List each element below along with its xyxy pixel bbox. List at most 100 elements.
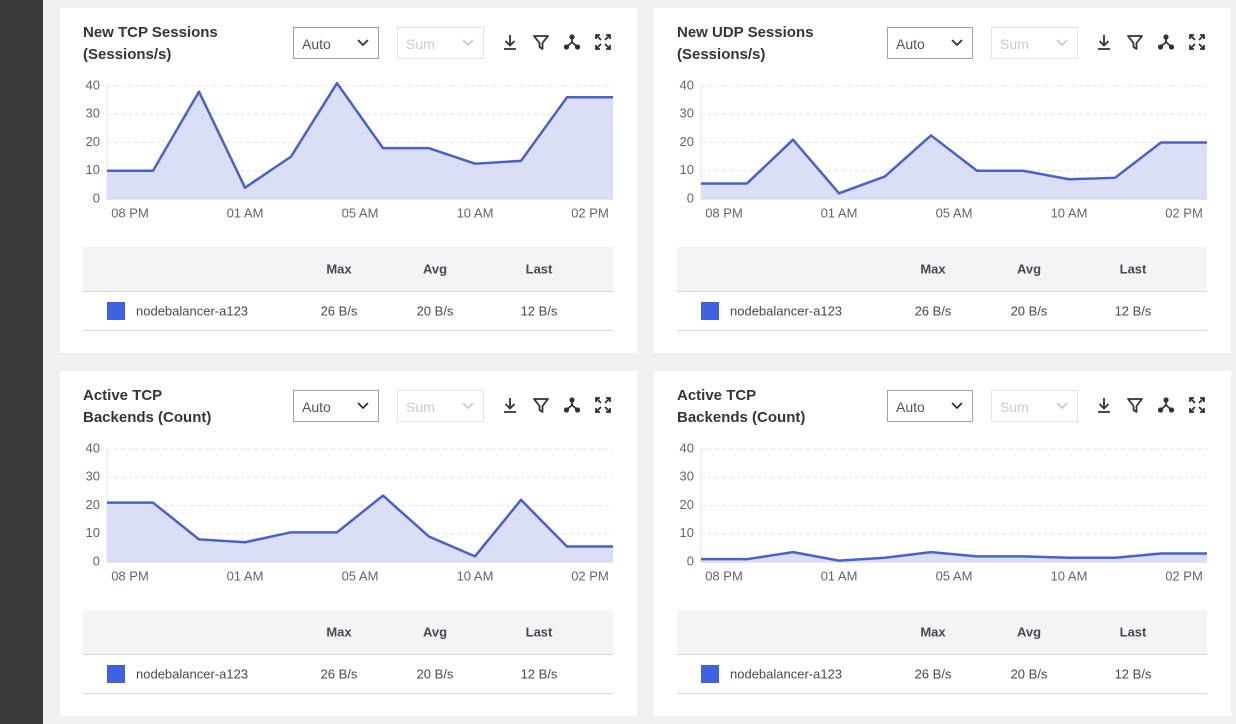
dropdown-value: Sum	[1000, 399, 1029, 415]
column-header: Avg	[1016, 624, 1042, 640]
chart-title: Active TCP Backends (Count)	[83, 387, 212, 426]
x-tick-label: 02 PM	[571, 568, 609, 583]
y-tick-label: 30	[86, 469, 100, 484]
table-cell: 26 B/s	[914, 666, 952, 682]
interval-dropdown[interactable]: Auto	[293, 27, 379, 59]
legend-table: Max Avg Last nodebalancer-a123 26 B/s 20 B/s 1…	[677, 610, 1207, 694]
aggregate-dropdown[interactable]: Sum	[991, 390, 1078, 422]
y-tick-label: 10	[680, 162, 694, 177]
column-header: Last	[1119, 261, 1147, 277]
x-tick-label: 05 AM	[936, 568, 973, 583]
table-row[interactable]: nodebalancer-a123 26 B/s 20 B/s 12 B/s	[83, 655, 613, 694]
legend-table: Max Avg Last nodebalancer-a123 26 B/s 20 B/s 1…	[83, 610, 613, 694]
group-icon[interactable]	[563, 33, 581, 51]
panel: 0 10 20 30 40 08 PM 01 AM 05 AM 10 AM 02 PM New TC…	[60, 8, 637, 353]
y-tick-label: 20	[86, 497, 100, 512]
legend-swatch	[107, 302, 125, 320]
legend-table: Max Avg Last nodebalancer-a123 26 B/s 20 B/s 1…	[83, 247, 613, 331]
x-tick-label: 10 AM	[457, 205, 494, 220]
x-tick-label: 10 AM	[457, 568, 494, 583]
table-header: Max Avg Last	[83, 247, 613, 292]
group-icon[interactable]	[1157, 33, 1175, 51]
expand-icon[interactable]	[594, 396, 612, 414]
download-icon[interactable]	[1095, 396, 1113, 414]
y-tick-label: 30	[680, 106, 694, 121]
dropdown-value: Auto	[302, 36, 331, 52]
y-tick-label: 10	[86, 162, 100, 177]
interval-dropdown[interactable]: Auto	[887, 27, 973, 59]
table-cell: 26 B/s	[914, 303, 952, 319]
table-cell: 26 B/s	[320, 303, 358, 319]
table-cell: 20 B/s	[1010, 303, 1048, 319]
filter-icon[interactable]	[1126, 396, 1144, 414]
legend-swatch	[701, 302, 719, 320]
panel: 0 10 20 30 40 08 PM 01 AM 05 AM 10 AM 02 PM New UD…	[654, 8, 1231, 353]
dropdown-value: Auto	[896, 399, 925, 415]
download-icon[interactable]	[501, 396, 519, 414]
expand-icon[interactable]	[1188, 33, 1206, 51]
table-cell: 12 B/s	[1114, 666, 1152, 682]
dropdown-value: Sum	[406, 36, 435, 52]
area	[107, 83, 613, 199]
download-icon[interactable]	[501, 33, 519, 51]
expand-icon[interactable]	[594, 33, 612, 51]
legend-swatch	[107, 665, 125, 683]
table-row[interactable]: nodebalancer-a123 26 B/s 20 B/s 12 B/s	[83, 292, 613, 331]
filter-icon[interactable]	[1126, 33, 1144, 51]
column-header: Last	[1119, 624, 1147, 640]
y-tick-label: 30	[680, 469, 694, 484]
table-header: Max Avg Last	[83, 610, 613, 655]
aggregate-dropdown[interactable]: Sum	[991, 27, 1078, 59]
table-row[interactable]: nodebalancer-a123 26 B/s 20 B/s 12 B/s	[677, 292, 1207, 331]
x-tick-label: 05 AM	[936, 205, 973, 220]
y-tick-label: 10	[680, 525, 694, 540]
table-header: Max Avg Last	[677, 610, 1207, 655]
aggregate-dropdown[interactable]: Sum	[397, 27, 484, 59]
y-tick-label: 20	[680, 497, 694, 512]
chart-title: Active TCP Backends (Count)	[677, 387, 806, 426]
x-tick-label: 01 AM	[821, 205, 858, 220]
table-cell: 12 B/s	[520, 303, 558, 319]
y-tick-label: 20	[680, 134, 694, 149]
series-name: nodebalancer-a123	[730, 303, 843, 319]
chart: 0 10 20 30 40 08 PM 01 AM 05 AM 10 AM 02 PM	[680, 440, 1207, 583]
column-header: Avg	[422, 624, 448, 640]
column-header: Last	[525, 261, 553, 277]
dropdown-value: Sum	[1000, 36, 1029, 52]
x-tick-label: 08 PM	[111, 205, 149, 220]
table-cell: 26 B/s	[320, 666, 358, 682]
column-header: Avg	[422, 261, 448, 277]
y-tick-label: 0	[93, 190, 100, 205]
column-header: Max	[920, 624, 946, 640]
y-tick-label: 10	[86, 525, 100, 540]
interval-dropdown[interactable]: Auto	[887, 390, 973, 422]
dropdown-value: Auto	[896, 36, 925, 52]
y-tick-label: 40	[680, 77, 694, 92]
x-tick-label: 08 PM	[705, 205, 743, 220]
x-tick-label: 01 AM	[227, 205, 264, 220]
x-tick-label: 10 AM	[1051, 205, 1088, 220]
x-tick-label: 05 AM	[342, 205, 379, 220]
filter-icon[interactable]	[532, 33, 550, 51]
column-header: Avg	[1016, 261, 1042, 277]
x-tick-label: 05 AM	[342, 568, 379, 583]
filter-icon[interactable]	[532, 396, 550, 414]
x-tick-label: 02 PM	[1165, 205, 1203, 220]
column-header: Max	[326, 261, 352, 277]
series-name: nodebalancer-a123	[136, 303, 249, 319]
x-tick-label: 02 PM	[571, 205, 609, 220]
panel: 0 10 20 30 40 08 PM 01 AM 05 AM 10 AM 02 PM Active…	[654, 371, 1231, 716]
chart: 0 10 20 30 40 08 PM 01 AM 05 AM 10 AM 02 PM	[86, 77, 613, 220]
download-icon[interactable]	[1095, 33, 1113, 51]
group-icon[interactable]	[563, 396, 581, 414]
y-tick-label: 0	[687, 553, 694, 568]
expand-icon[interactable]	[1188, 396, 1206, 414]
interval-dropdown[interactable]: Auto	[293, 390, 379, 422]
line	[701, 550, 1207, 562]
group-icon[interactable]	[1157, 396, 1175, 414]
table-cell: 12 B/s	[520, 666, 558, 682]
aggregate-dropdown[interactable]: Sum	[397, 390, 484, 422]
table-row[interactable]: nodebalancer-a123 26 B/s 20 B/s 12 B/s	[677, 655, 1207, 694]
area	[701, 135, 1207, 199]
